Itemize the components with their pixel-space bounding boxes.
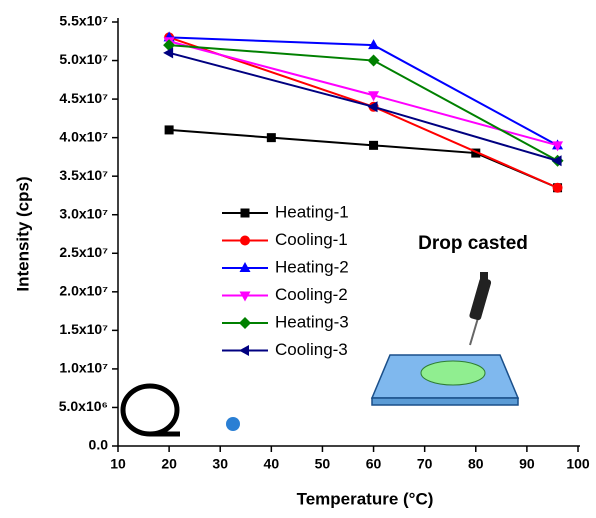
x-tick-label: 10 [110, 456, 126, 472]
legend-label: Heating-2 [275, 257, 349, 276]
x-tick-label: 40 [264, 456, 280, 472]
legend-label: Heating-3 [275, 312, 349, 331]
y-tick-label: 2.0x10⁷ [59, 283, 108, 299]
x-tick-label: 100 [566, 456, 590, 472]
y-tick-label: 0.0 [89, 437, 109, 453]
legend-marker [240, 235, 250, 246]
x-tick-label: 60 [366, 456, 382, 472]
y-tick-label: 5.0x10⁷ [59, 51, 108, 67]
y-tick-label: 5.5x10⁷ [59, 13, 108, 29]
x-tick-label: 30 [212, 456, 228, 472]
series-line [169, 128, 558, 189]
y-tick-label: 5.0x10⁶ [59, 398, 108, 414]
y-axis-label: Intensity (cps) [13, 176, 32, 291]
y-tick-label: 3.0x10⁷ [59, 205, 108, 221]
logo [120, 383, 240, 437]
data-point [163, 47, 174, 59]
y-tick-label: 4.0x10⁷ [59, 128, 108, 144]
legend-label: Heating-1 [275, 202, 349, 221]
legend-marker [240, 208, 250, 218]
x-tick-label: 80 [468, 456, 484, 472]
legend-label: Cooling-2 [275, 285, 348, 304]
x-axis-label: Temperature (°C) [297, 489, 434, 508]
data-point [266, 133, 276, 143]
y-tick-label: 1.0x10⁷ [59, 360, 108, 376]
y-tick-label: 4.5x10⁷ [59, 90, 108, 106]
annotation: Drop casted [418, 233, 528, 254]
legend-marker [239, 345, 249, 356]
data-point [552, 141, 564, 152]
data-point [367, 101, 378, 113]
legend-label: Cooling-3 [275, 340, 348, 359]
x-tick-label: 50 [315, 456, 331, 472]
x-tick-label: 90 [519, 456, 535, 472]
legend-marker [239, 291, 251, 302]
data-point [368, 39, 380, 50]
y-tick-label: 2.5x10⁷ [59, 244, 108, 260]
y-tick-label: 1.5x10⁷ [59, 321, 108, 337]
data-point [164, 125, 174, 135]
legend-marker [239, 262, 251, 272]
data-point [552, 182, 563, 193]
data-point [551, 155, 562, 167]
data-point [368, 91, 380, 102]
x-tick-label: 20 [161, 456, 177, 472]
legend-marker [239, 317, 251, 329]
data-point [367, 54, 380, 67]
y-tick-label: 3.5x10⁷ [59, 167, 108, 183]
illustration [370, 272, 520, 406]
data-point [369, 140, 379, 150]
legend-label: Cooling-1 [275, 230, 348, 249]
x-tick-label: 70 [417, 456, 433, 472]
